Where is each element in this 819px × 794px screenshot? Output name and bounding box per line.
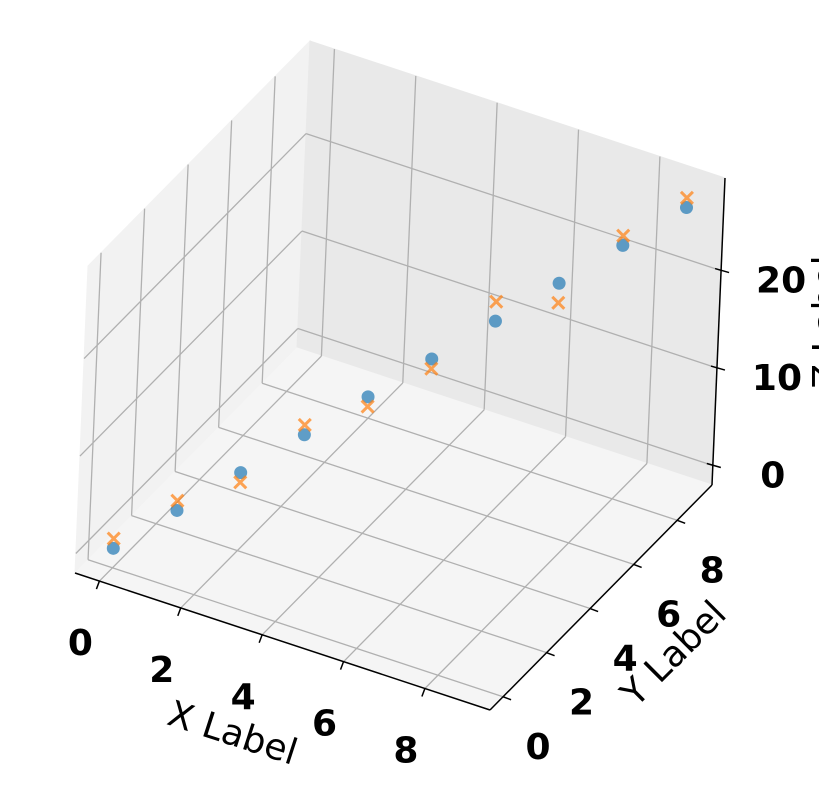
point bbox=[361, 390, 375, 404]
point bbox=[297, 428, 311, 442]
point bbox=[551, 295, 566, 310]
point bbox=[424, 361, 439, 376]
y-tick-label: 0 bbox=[526, 727, 551, 768]
grid-line bbox=[305, 132, 722, 272]
tick-mark bbox=[714, 267, 730, 274]
tick-mark bbox=[177, 607, 182, 617]
y-axis-line bbox=[489, 484, 713, 711]
point bbox=[106, 531, 121, 546]
tick-mark bbox=[421, 688, 426, 697]
tick-mark bbox=[633, 563, 642, 569]
grid-line bbox=[174, 164, 189, 472]
z-tick-label: 10 bbox=[752, 358, 802, 399]
grid-line bbox=[301, 230, 718, 369]
grid-line bbox=[174, 470, 591, 610]
point bbox=[679, 190, 694, 205]
grid-line bbox=[261, 382, 678, 521]
grid-line bbox=[343, 436, 566, 663]
point bbox=[489, 294, 504, 309]
point bbox=[170, 493, 185, 508]
grid-line bbox=[483, 102, 498, 410]
point bbox=[233, 475, 248, 490]
point bbox=[425, 352, 439, 366]
z-axis-line bbox=[711, 177, 726, 486]
grid-line bbox=[402, 75, 417, 383]
point bbox=[106, 541, 120, 555]
tick-mark bbox=[95, 580, 101, 590]
tick-mark bbox=[589, 607, 599, 613]
grid-line bbox=[261, 76, 276, 384]
y-tick-label: 6 bbox=[656, 594, 681, 635]
x-tick-label: 2 bbox=[149, 650, 174, 691]
x-axis-line bbox=[74, 572, 491, 711]
tick-mark bbox=[710, 365, 726, 371]
grid-line bbox=[261, 409, 485, 636]
point bbox=[616, 238, 630, 252]
x-tick-label: 6 bbox=[312, 704, 337, 745]
x-tick-label: 8 bbox=[393, 731, 418, 772]
grid-line bbox=[87, 252, 102, 560]
tick-mark bbox=[339, 661, 345, 670]
grid-line bbox=[131, 515, 547, 654]
z-tick-label: 0 bbox=[760, 456, 785, 497]
grid-line bbox=[218, 426, 634, 566]
point bbox=[360, 399, 375, 414]
grid-line bbox=[646, 156, 661, 464]
grid-line bbox=[217, 120, 233, 428]
grid-line bbox=[130, 208, 146, 516]
point bbox=[616, 228, 631, 243]
point bbox=[552, 276, 566, 290]
grid-line bbox=[320, 49, 336, 357]
grid-line bbox=[98, 355, 322, 582]
grid-line bbox=[424, 463, 648, 689]
x-tick-label: 4 bbox=[231, 677, 256, 718]
tick-mark bbox=[676, 519, 686, 524]
y-tick-label: 8 bbox=[700, 550, 725, 591]
point bbox=[170, 503, 184, 517]
grid-line bbox=[297, 327, 714, 467]
y-tick-label: 4 bbox=[613, 639, 638, 680]
z-axis-label: Z Label bbox=[806, 255, 819, 388]
grid-line bbox=[83, 133, 307, 360]
point bbox=[297, 417, 312, 433]
tick-mark bbox=[502, 696, 512, 701]
tick-mark bbox=[706, 462, 722, 469]
grid-line bbox=[180, 382, 404, 609]
tick-mark bbox=[546, 651, 555, 657]
x-tick-label: 0 bbox=[68, 623, 93, 664]
panes bbox=[74, 39, 726, 711]
grid-line bbox=[564, 129, 580, 437]
y-tick-label: 2 bbox=[569, 683, 594, 724]
grid-line bbox=[79, 230, 303, 457]
point bbox=[488, 314, 502, 328]
point bbox=[679, 201, 693, 215]
grid-line bbox=[75, 328, 299, 554]
z-tick-label: 20 bbox=[756, 261, 806, 302]
grid-line bbox=[87, 559, 504, 698]
point bbox=[234, 466, 248, 480]
tick-mark bbox=[258, 634, 263, 644]
